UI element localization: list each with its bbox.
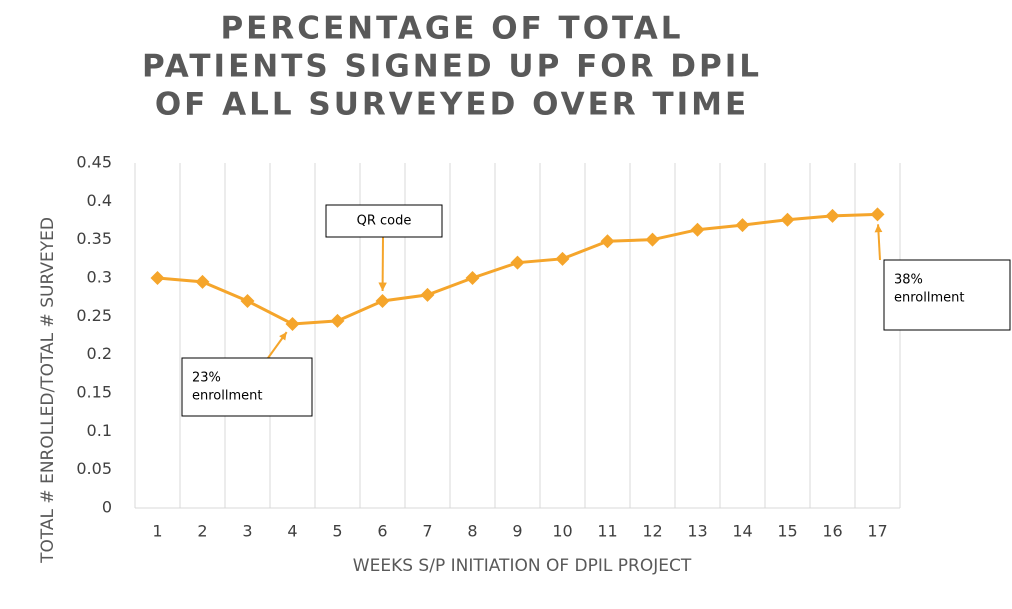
marker [150, 271, 165, 285]
chart-title-line: PATIENTS SIGNED UP FOR DPIL [142, 49, 762, 85]
marker [690, 222, 705, 237]
x-tick-label: 10 [552, 522, 572, 541]
marker [600, 234, 615, 249]
x-tick-label: 14 [732, 522, 752, 541]
chart-title-line: OF ALL SURVEYED OVER TIME [155, 87, 749, 123]
annotation-box [883, 259, 1011, 331]
x-tick-label: 12 [642, 522, 662, 541]
x-tick-label: 9 [512, 522, 522, 541]
marker [735, 218, 750, 233]
marker [870, 207, 885, 222]
y-tick-label: 0.15 [76, 383, 112, 402]
y-tick-label: 0.35 [76, 229, 112, 248]
marker [420, 287, 435, 302]
x-tick-label: 3 [242, 522, 252, 541]
marker [645, 232, 660, 247]
x-tick-label: 11 [597, 522, 617, 541]
annotation-arrowhead [874, 224, 883, 233]
y-tick-label: 0.2 [87, 344, 112, 363]
x-tick-label: 15 [777, 522, 797, 541]
x-tick-label: 17 [867, 522, 887, 541]
annotation-box [181, 357, 313, 417]
marker [825, 208, 840, 223]
marker [780, 212, 795, 227]
x-tick-label: 4 [287, 522, 297, 541]
y-tick-label: 0.25 [76, 306, 112, 325]
marker [195, 274, 210, 289]
x-tick-label: 16 [822, 522, 842, 541]
chart-title-line: PERCENTAGE OF TOTAL [220, 11, 683, 47]
x-tick-label: 1 [152, 522, 162, 541]
marker [330, 313, 345, 328]
x-tick-label: 13 [687, 522, 707, 541]
marker [465, 271, 480, 285]
y-tick-label: 0.3 [87, 268, 112, 287]
annotation-text: 38% [894, 273, 923, 288]
annotation-text: enrollment [192, 389, 262, 404]
y-tick-label: 0.4 [87, 191, 112, 210]
x-tick-label: 7 [422, 522, 432, 541]
y-axis-label: TOTAL # ENROLLED/TOTAL # SURVEYED [38, 217, 58, 564]
annotation-text: enrollment [894, 291, 964, 306]
y-tick-label: 0.1 [87, 421, 112, 440]
marker [375, 294, 390, 308]
annotation-arrowhead [279, 332, 287, 341]
y-tick-label: 0.05 [76, 459, 112, 478]
marker [555, 251, 570, 266]
y-tick-label: 0 [102, 498, 112, 517]
annotation-box [325, 204, 443, 238]
x-tick-label: 2 [197, 522, 207, 541]
annotation-arrowhead [378, 282, 387, 292]
x-tick-label: 6 [377, 522, 387, 541]
marker [510, 255, 525, 270]
annotation-text: 23% [192, 371, 221, 386]
marker [285, 317, 300, 331]
x-tick-label: 5 [332, 522, 342, 541]
x-axis-label: WEEKS S/P INITIATION OF DPIL PROJECT [353, 556, 692, 576]
marker [240, 294, 255, 308]
x-tick-label: 8 [467, 522, 477, 541]
annotation-text: QR code [357, 214, 412, 229]
y-tick-label: 0.45 [76, 153, 112, 172]
